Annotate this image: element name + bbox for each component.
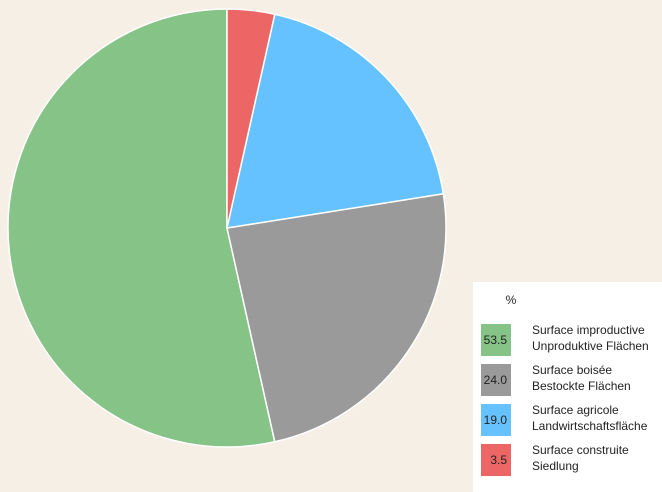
legend-swatch bbox=[481, 444, 511, 476]
legend-value: 53.5 bbox=[484, 333, 508, 347]
pie-slice bbox=[7, 8, 276, 448]
legend-label: Surface construite bbox=[532, 443, 629, 457]
legend-swatch bbox=[481, 364, 511, 396]
legend-label-de: Unproduktive Flächen bbox=[532, 339, 649, 353]
legend-swatch bbox=[481, 404, 511, 436]
legend-swatch bbox=[481, 324, 511, 356]
legend-value: 3.5 bbox=[490, 453, 507, 467]
legend-label-de: Bestockte Flächen bbox=[532, 379, 631, 393]
legend-label-de: Landwirtschaftsfläche bbox=[532, 419, 648, 433]
legend-value: 24.0 bbox=[484, 373, 508, 387]
legend-label: Surface improductive bbox=[532, 323, 645, 337]
pie-slice bbox=[226, 13, 445, 229]
legend-value: 19.0 bbox=[484, 413, 508, 427]
legend-label: Surface agricole bbox=[532, 403, 619, 417]
legend-label: Surface boisée bbox=[532, 363, 612, 377]
pie-slice bbox=[226, 192, 447, 443]
pie-slice bbox=[226, 8, 276, 229]
legend-unit: % bbox=[506, 293, 517, 307]
legend-label-de: Siedlung bbox=[532, 459, 579, 473]
